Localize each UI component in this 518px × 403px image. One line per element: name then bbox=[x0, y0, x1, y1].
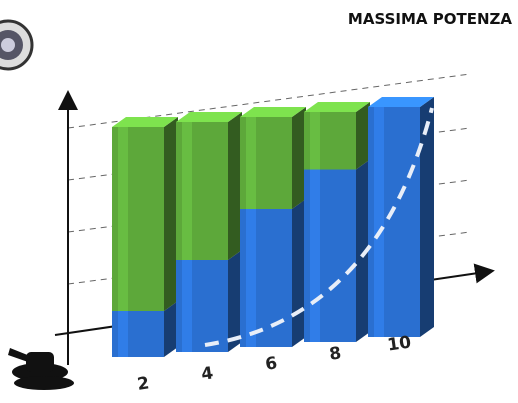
bar-highlight bbox=[182, 122, 192, 260]
bar-highlight bbox=[118, 311, 128, 357]
bar-top bbox=[368, 97, 434, 107]
bar-side bbox=[164, 117, 178, 311]
bar-segment bbox=[240, 107, 306, 209]
bar-segment bbox=[304, 159, 370, 342]
x-tick-label: 6 bbox=[264, 353, 279, 374]
bar-side bbox=[292, 107, 306, 209]
bar-highlight bbox=[374, 107, 384, 337]
bar-segment bbox=[240, 199, 306, 347]
bar-top bbox=[112, 117, 178, 127]
bar-side bbox=[292, 199, 306, 347]
bar-segment bbox=[176, 112, 242, 260]
bar-top bbox=[304, 102, 370, 112]
bar-segment bbox=[176, 250, 242, 352]
bar-side bbox=[420, 97, 434, 337]
bar-highlight bbox=[182, 260, 192, 352]
bar-top bbox=[240, 107, 306, 117]
bar-highlight bbox=[310, 169, 320, 342]
bar-side bbox=[164, 301, 178, 357]
bar-highlight bbox=[118, 127, 128, 311]
badge-icon bbox=[0, 19, 34, 71]
bar-segment bbox=[368, 97, 434, 337]
bar-segment bbox=[304, 102, 370, 170]
bar-highlight bbox=[246, 117, 256, 209]
x-tick-label: 2 bbox=[136, 373, 151, 394]
power-curve bbox=[204, 107, 434, 347]
x-tick-label: 8 bbox=[328, 343, 343, 364]
chart-title: MASSIMA POTENZA bbox=[348, 10, 512, 28]
x-tick-label: 4 bbox=[200, 363, 215, 384]
x-tick-label: 10 bbox=[386, 332, 412, 355]
bar-side bbox=[228, 112, 242, 260]
bar-segment bbox=[112, 301, 178, 357]
bar-side bbox=[228, 250, 242, 352]
bar-side bbox=[356, 159, 370, 342]
bar-highlight bbox=[246, 209, 256, 347]
bar-highlight bbox=[310, 112, 320, 170]
bar-segment bbox=[112, 117, 178, 311]
bar-side bbox=[356, 102, 370, 170]
bar-top bbox=[176, 112, 242, 122]
tool-icon bbox=[8, 348, 74, 390]
